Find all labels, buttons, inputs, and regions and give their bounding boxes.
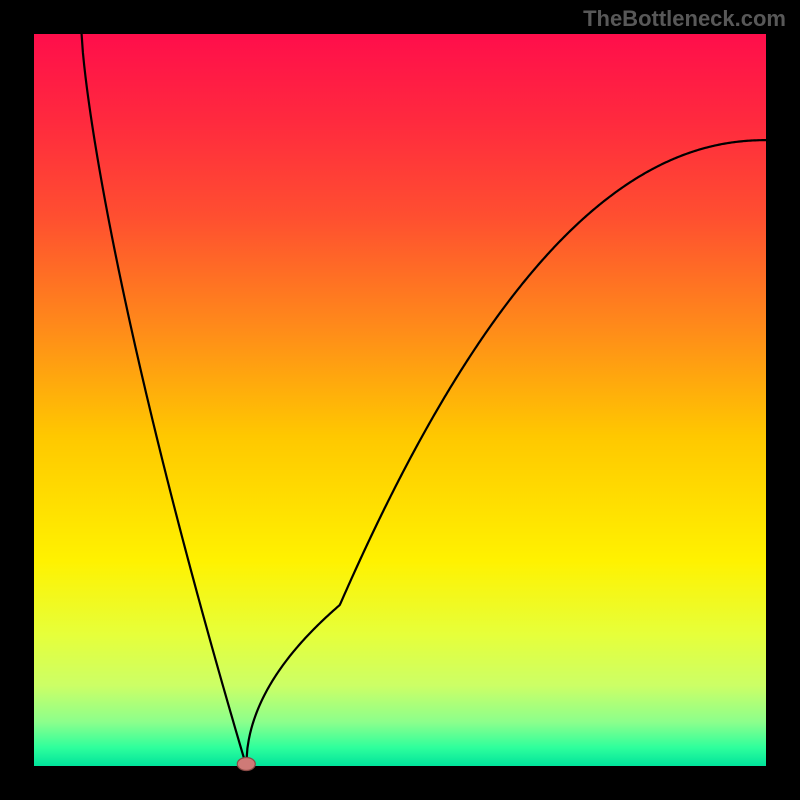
- watermark-text: TheBottleneck.com: [583, 6, 786, 32]
- bottleneck-chart: [0, 0, 800, 800]
- optimal-point-marker: [237, 758, 255, 771]
- chart-container: TheBottleneck.com: [0, 0, 800, 800]
- plot-background-gradient: [34, 34, 766, 766]
